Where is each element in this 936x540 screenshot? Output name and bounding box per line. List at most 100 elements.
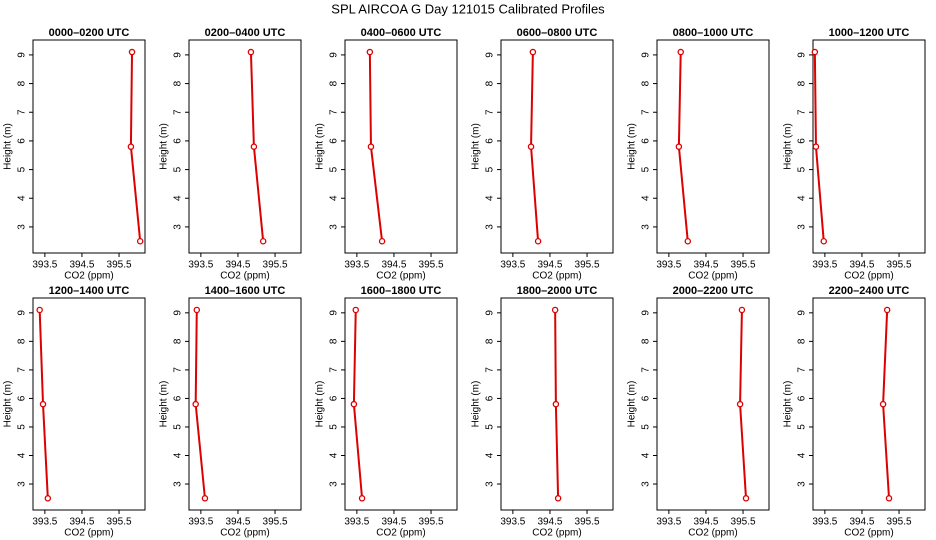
profile-point xyxy=(552,400,560,408)
profile-point xyxy=(39,400,47,408)
x-tick-label: 395.5 xyxy=(263,260,288,271)
y-axis-label: Height (m) xyxy=(159,381,170,428)
y-tick-label: 8 xyxy=(641,338,652,344)
y-tick-label: 8 xyxy=(17,338,28,344)
x-tick-label: 394.5 xyxy=(69,517,94,528)
x-axis-label: CO2 (ppm) xyxy=(844,271,893,282)
plot-frame xyxy=(344,39,458,254)
y-tick-label: 6 xyxy=(797,395,808,401)
x-tick-label: 393.5 xyxy=(32,517,57,528)
profile-point xyxy=(201,495,209,502)
x-axis-label: CO2 (ppm) xyxy=(532,271,581,282)
panel-title: 1800–2000 UTC xyxy=(517,285,598,297)
y-tick-label: 6 xyxy=(173,395,184,401)
y-axis-label: Height (m) xyxy=(315,123,326,170)
profile-point xyxy=(534,237,542,245)
profile-point xyxy=(366,48,374,56)
y-tick-label: 9 xyxy=(329,310,340,316)
plot-frame xyxy=(188,297,302,511)
x-axis-label: CO2 (ppm) xyxy=(220,528,269,539)
y-tick-label: 5 xyxy=(485,424,496,430)
y-tick-label: 8 xyxy=(641,80,652,86)
y-tick-label: 6 xyxy=(485,138,496,144)
plot-frame xyxy=(188,39,302,254)
profile-point xyxy=(247,48,255,56)
x-tick-label: 395.5 xyxy=(107,517,132,528)
panel-title: 2200–2400 UTC xyxy=(829,285,910,297)
y-tick-label: 6 xyxy=(329,138,340,144)
x-tick-label: 393.5 xyxy=(656,517,681,528)
y-tick-label: 3 xyxy=(17,224,28,230)
y-axis-label: Height (m) xyxy=(471,381,482,428)
x-tick-label: 395.5 xyxy=(887,260,912,271)
y-tick-label: 5 xyxy=(641,424,652,430)
y-tick-label: 3 xyxy=(329,224,340,230)
panel-title: 0800–1000 UTC xyxy=(673,27,754,39)
x-axis-label: CO2 (ppm) xyxy=(220,271,269,282)
y-tick-label: 9 xyxy=(797,52,808,58)
y-tick-label: 6 xyxy=(173,138,184,144)
profile-point xyxy=(136,237,144,245)
profile-point xyxy=(259,237,267,245)
y-tick-label: 7 xyxy=(485,367,496,373)
y-tick-label: 3 xyxy=(641,224,652,230)
plot-frame xyxy=(656,297,770,511)
y-tick-label: 8 xyxy=(329,338,340,344)
x-tick-label: 393.5 xyxy=(812,517,837,528)
profile-point xyxy=(554,495,562,502)
y-tick-label: 5 xyxy=(485,166,496,172)
y-tick-label: 8 xyxy=(17,80,28,86)
y-tick-label: 5 xyxy=(329,166,340,172)
y-tick-label: 4 xyxy=(329,195,340,201)
y-tick-label: 7 xyxy=(173,367,184,373)
x-tick-label: 395.5 xyxy=(419,517,444,528)
profile-point xyxy=(127,143,135,150)
y-tick-label: 9 xyxy=(485,310,496,316)
y-tick-label: 6 xyxy=(329,395,340,401)
y-tick-label: 5 xyxy=(797,424,808,430)
y-tick-label: 4 xyxy=(17,195,28,201)
panel-title: 1000–1200 UTC xyxy=(829,27,910,39)
x-tick-label: 394.5 xyxy=(537,517,562,528)
profile-point xyxy=(736,400,744,408)
y-tick-label: 6 xyxy=(641,138,652,144)
y-tick-label: 4 xyxy=(641,452,652,458)
x-axis-label: CO2 (ppm) xyxy=(64,271,113,282)
y-tick-label: 8 xyxy=(485,338,496,344)
y-tick-label: 8 xyxy=(329,80,340,86)
y-tick-label: 3 xyxy=(797,224,808,230)
x-tick-label: 395.5 xyxy=(107,260,132,271)
profile-point xyxy=(677,48,684,56)
profile-point xyxy=(820,237,828,245)
y-axis-label: Height (m) xyxy=(783,381,794,428)
x-tick-label: 394.5 xyxy=(381,260,406,271)
profile-point xyxy=(378,237,386,245)
y-axis-label: Height (m) xyxy=(471,123,482,170)
x-axis-label: CO2 (ppm) xyxy=(532,528,581,539)
y-tick-label: 8 xyxy=(797,80,808,86)
panel-title: 1400–1600 UTC xyxy=(205,285,286,297)
x-tick-label: 394.5 xyxy=(849,517,874,528)
y-tick-label: 5 xyxy=(641,166,652,172)
y-tick-label: 3 xyxy=(485,481,496,487)
x-axis-label: CO2 (ppm) xyxy=(688,528,737,539)
y-tick-label: 6 xyxy=(797,138,808,144)
x-tick-label: 394.5 xyxy=(693,260,718,271)
y-tick-label: 7 xyxy=(641,367,652,373)
profile-point xyxy=(529,48,537,56)
y-tick-label: 9 xyxy=(797,310,808,316)
x-tick-label: 393.5 xyxy=(344,260,369,271)
x-axis-label: CO2 (ppm) xyxy=(64,528,113,539)
x-tick-label: 394.5 xyxy=(849,260,874,271)
y-tick-label: 3 xyxy=(485,224,496,230)
y-tick-label: 4 xyxy=(329,452,340,458)
profile-point xyxy=(551,306,559,314)
profile-point xyxy=(684,237,692,245)
panel-title: 2000–2200 UTC xyxy=(673,285,754,297)
y-tick-label: 5 xyxy=(329,424,340,430)
y-tick-label: 9 xyxy=(173,310,184,316)
profile-point xyxy=(675,143,683,150)
plot-frame xyxy=(32,39,146,254)
panel-title: 0200–0400 UTC xyxy=(205,27,286,39)
x-tick-label: 395.5 xyxy=(887,517,912,528)
